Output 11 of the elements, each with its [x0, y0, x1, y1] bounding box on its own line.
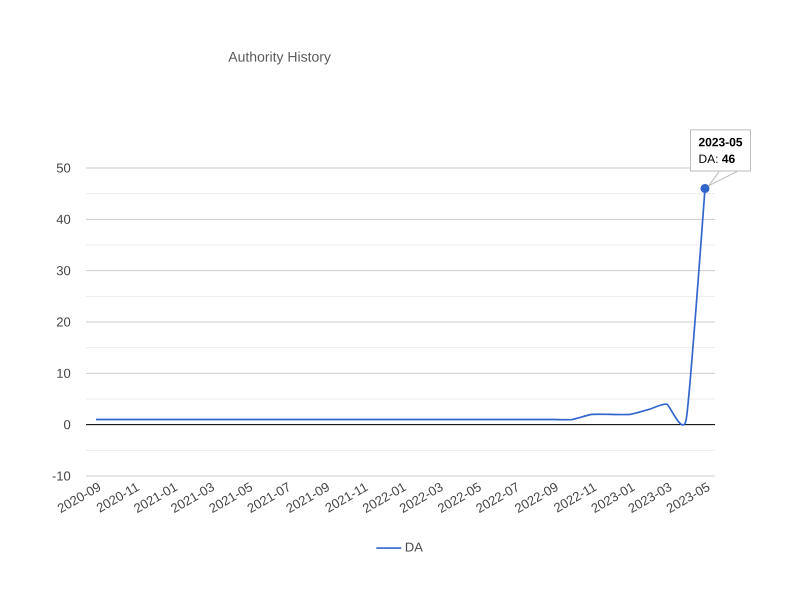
y-tick-label: 0 [64, 420, 70, 430]
text: 2023-05 [698, 138, 742, 146]
y-tick-label: 50 [56, 163, 70, 173]
y-tick-label: 30 [56, 266, 70, 276]
y-tick-label: 20 [56, 317, 70, 327]
y-tick-label: -10 [52, 471, 70, 481]
chart-title: Authority History [228, 51, 331, 65]
y-tick-label: 40 [56, 214, 70, 224]
y-tick-label: 10 [57, 368, 70, 378]
legend-label: DA [406, 542, 423, 552]
annotation: DA: 46 [699, 154, 735, 164]
